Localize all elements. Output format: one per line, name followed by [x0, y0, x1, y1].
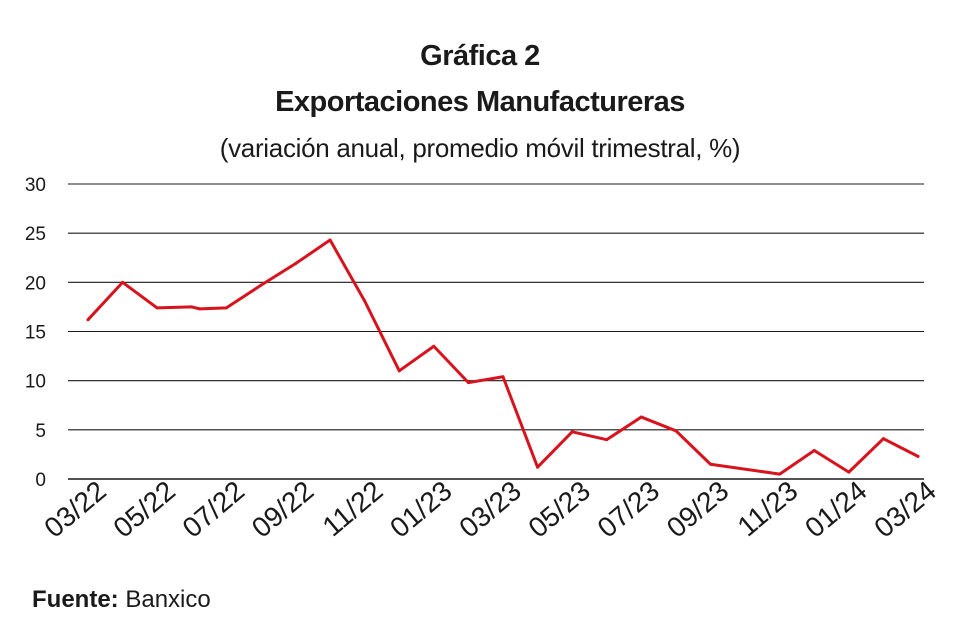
data-point	[397, 369, 401, 373]
x-tick-label: 03/23	[453, 475, 527, 544]
data-point	[466, 381, 470, 385]
data-point	[570, 430, 574, 434]
y-tick-label: 0	[35, 470, 46, 491]
data-point	[121, 280, 125, 284]
data-point	[881, 437, 885, 441]
x-tick-label: 05/23	[522, 475, 596, 544]
data-point	[916, 454, 920, 458]
x-tick-label: 03/22	[38, 475, 112, 544]
series-line	[86, 238, 920, 476]
source-label: Fuente:	[32, 586, 119, 613]
data-point	[86, 318, 90, 322]
x-tick-label: 03/24	[868, 475, 942, 544]
x-tick-label: 01/24	[799, 475, 873, 544]
chart-title: Gráfica 2	[420, 40, 540, 72]
data-point	[812, 448, 816, 452]
y-tick-label: 5	[35, 421, 46, 442]
x-tick-label: 11/23	[732, 475, 804, 542]
y-tick-label: 25	[25, 224, 46, 245]
y-tick-label: 15	[25, 323, 46, 344]
data-point	[501, 375, 505, 379]
data-point	[328, 238, 332, 242]
data-point	[709, 462, 712, 466]
data-point	[778, 472, 782, 476]
chart-subtitle: Exportaciones Manufactureras	[275, 86, 685, 118]
data-point	[639, 415, 643, 419]
y-tick-label: 30	[25, 175, 46, 196]
data-point	[605, 438, 609, 442]
x-tick-label: 07/22	[177, 475, 251, 544]
x-tick-label: 05/22	[107, 475, 181, 544]
data-point	[674, 429, 678, 433]
y-tick-label: 20	[25, 273, 46, 294]
x-tick-label: 11/22	[317, 475, 389, 542]
data-point	[155, 306, 159, 310]
source-value: Banxico	[125, 586, 211, 613]
x-tick-label: 07/23	[592, 475, 666, 544]
y-tick-label: 10	[25, 372, 46, 393]
data-point	[294, 262, 297, 266]
data-point	[432, 344, 436, 348]
data-point	[198, 307, 202, 311]
data-point	[259, 283, 263, 287]
data-point	[190, 305, 194, 309]
x-tick-label: 09/23	[661, 475, 735, 544]
data-point	[224, 306, 228, 310]
chart-units-label: (variación anual, promedio móvil trimest…	[219, 133, 741, 163]
data-point	[847, 470, 851, 474]
data-point	[363, 299, 367, 303]
source-note: Fuente: Banxico	[32, 586, 211, 614]
x-tick-label: 01/23	[384, 475, 458, 544]
x-tick-label: 09/22	[246, 475, 320, 544]
line-chart: 05101520253003/2205/2207/2209/2211/2201/…	[25, 175, 942, 544]
data-point	[536, 465, 540, 469]
